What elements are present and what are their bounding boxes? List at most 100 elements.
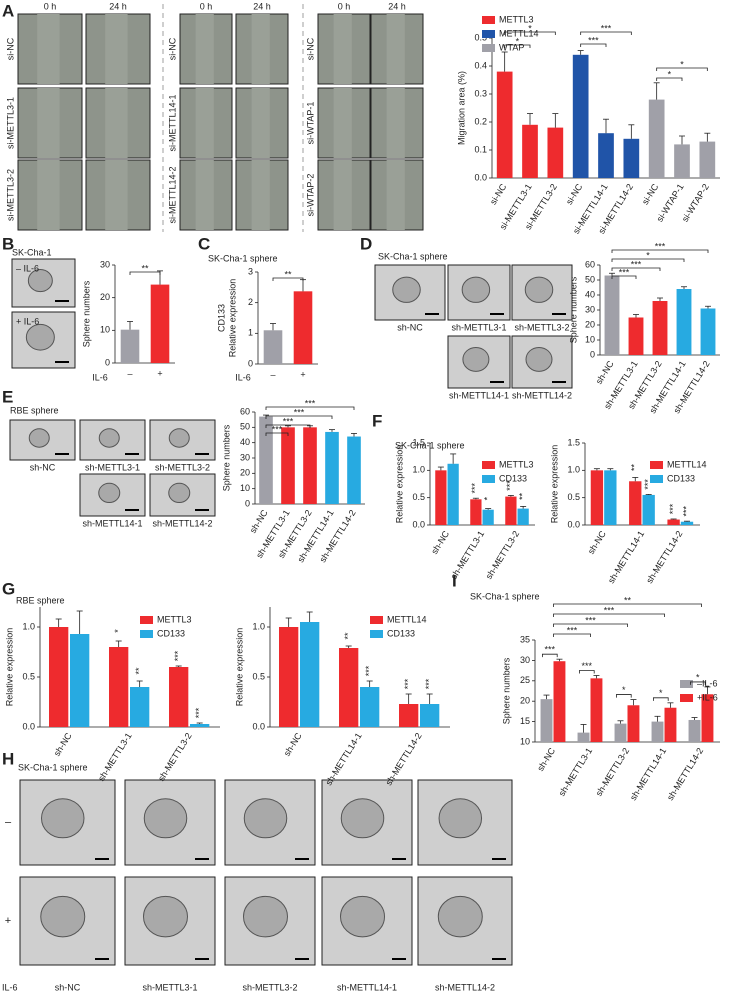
legend-label: CD133 bbox=[499, 473, 527, 483]
panel-letter: F bbox=[372, 411, 382, 430]
x-tick-label: sh-METTL14-2 bbox=[665, 746, 705, 802]
legend-swatch bbox=[370, 616, 383, 624]
bar bbox=[577, 732, 590, 742]
time-label: 0 h bbox=[338, 1, 351, 11]
time-label: 24 h bbox=[253, 1, 271, 11]
significance: *** bbox=[305, 398, 316, 408]
scratch bbox=[386, 88, 405, 158]
significance: *** bbox=[585, 615, 596, 625]
scratch bbox=[195, 14, 214, 84]
y-tick-label: 60 bbox=[240, 406, 250, 416]
bar bbox=[347, 436, 361, 504]
significance-bracket bbox=[553, 603, 702, 607]
x-tick-label: sh-NC bbox=[586, 529, 608, 556]
panel-letter: C bbox=[198, 234, 210, 253]
scratch bbox=[333, 160, 352, 230]
significance: *** bbox=[505, 480, 515, 491]
sphere bbox=[168, 428, 190, 448]
time-label: 24 h bbox=[388, 1, 406, 11]
bar bbox=[505, 496, 517, 525]
legend-label: METTL3 bbox=[499, 14, 534, 24]
x-tick-label: + bbox=[300, 369, 305, 379]
legend-label: CD133 bbox=[157, 628, 185, 638]
sphere bbox=[27, 269, 53, 293]
bar bbox=[572, 54, 589, 178]
significance: *** bbox=[619, 267, 630, 277]
y-axis-label: Relative expression bbox=[4, 628, 14, 707]
legend-swatch bbox=[482, 44, 495, 52]
row-label: si-WTAP-2 bbox=[305, 174, 315, 217]
bar bbox=[676, 289, 692, 355]
bar bbox=[547, 127, 564, 178]
significance: *** bbox=[424, 678, 434, 689]
bar bbox=[604, 275, 620, 355]
scratch bbox=[37, 14, 60, 84]
sphere bbox=[168, 482, 191, 504]
bar bbox=[447, 463, 459, 525]
y-tick-label: 1.0 bbox=[412, 465, 425, 475]
significance: *** bbox=[294, 407, 305, 417]
significance: *** bbox=[582, 661, 593, 671]
panel-letter: D bbox=[360, 234, 372, 253]
legend-swatch bbox=[140, 630, 153, 638]
x-tick-label: sh-NC bbox=[52, 731, 74, 758]
significance: *** bbox=[655, 241, 666, 251]
y-axis-label: CD133 bbox=[216, 304, 226, 332]
y-tick-label: 20 bbox=[240, 468, 250, 478]
legend-swatch bbox=[482, 461, 495, 469]
sphere bbox=[98, 482, 121, 504]
bar bbox=[652, 301, 668, 355]
y-axis-label: Relative expression bbox=[394, 445, 404, 524]
sphere bbox=[461, 276, 491, 303]
legend-label: METTL14 bbox=[499, 28, 539, 38]
bar bbox=[482, 509, 494, 525]
panel-letter: I bbox=[452, 571, 457, 590]
x-tick-label: sh-METTL3-2 bbox=[156, 731, 194, 783]
significance: *** bbox=[194, 707, 204, 718]
sphere bbox=[143, 798, 188, 839]
legend-label: CD133 bbox=[387, 628, 415, 638]
significance: *** bbox=[601, 23, 612, 33]
scratch bbox=[386, 160, 405, 230]
legend-label: WTAP bbox=[499, 42, 524, 52]
x-tick-label: + bbox=[157, 368, 162, 378]
bar bbox=[130, 687, 150, 727]
y-tick-label: 0.5 bbox=[567, 492, 580, 502]
legend-swatch bbox=[482, 475, 495, 483]
image-label: sh-NC bbox=[55, 982, 81, 992]
y-tick-label: 25 bbox=[520, 675, 530, 685]
significance: *** bbox=[588, 35, 599, 45]
bar bbox=[651, 721, 664, 742]
scratch bbox=[195, 160, 214, 230]
pair-bracket bbox=[653, 697, 669, 701]
sphere bbox=[143, 895, 188, 938]
x-tick-label: sh-METTL14-2 bbox=[644, 529, 684, 585]
x-tick-label: sh-METTL3-2 bbox=[484, 529, 522, 581]
legend-label: METTL3 bbox=[499, 459, 534, 469]
y-tick-label: 1.5 bbox=[567, 437, 580, 447]
micrograph bbox=[19, 876, 116, 966]
y-tick-label: 30 bbox=[100, 259, 110, 269]
y-tick-label: 0 bbox=[248, 358, 253, 368]
row-label: + bbox=[5, 915, 11, 927]
y-tick-label: 50 bbox=[240, 422, 250, 432]
significance: *** bbox=[283, 416, 294, 426]
y-tick-label: 1.0 bbox=[567, 465, 580, 475]
x-tick-label: sh-METTL3-1 bbox=[96, 731, 134, 783]
bar bbox=[281, 427, 295, 504]
y-tick-label: 0.0 bbox=[567, 519, 580, 529]
significance: *** bbox=[604, 605, 615, 615]
panel-title: RBE sphere bbox=[16, 595, 65, 605]
legend-label: CD133 bbox=[667, 473, 695, 483]
bar bbox=[628, 317, 644, 355]
y-tick-label: 20 bbox=[100, 292, 110, 302]
bar bbox=[70, 634, 90, 727]
row-label: si-METTL3-1 bbox=[5, 97, 15, 149]
bar bbox=[109, 647, 129, 727]
bar bbox=[293, 291, 313, 364]
bar bbox=[701, 694, 714, 742]
scratch bbox=[386, 14, 405, 84]
panel-letter: E bbox=[2, 387, 13, 406]
significance-bracket bbox=[265, 424, 311, 428]
significance-bracket bbox=[265, 406, 355, 410]
